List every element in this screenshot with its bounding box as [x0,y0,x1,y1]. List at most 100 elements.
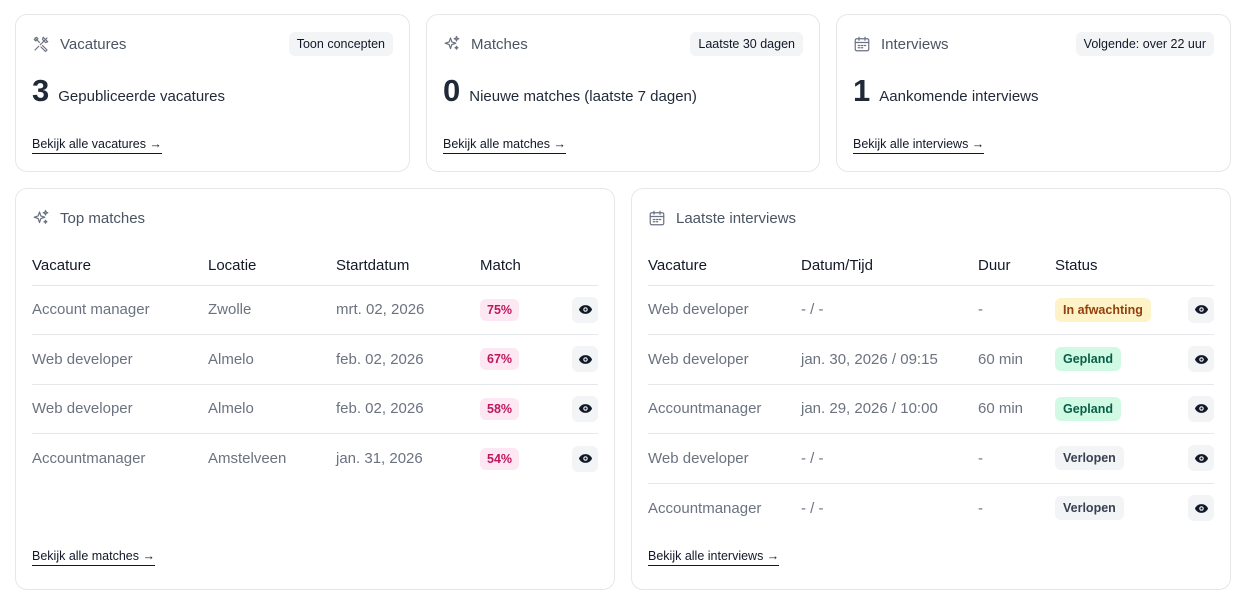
next-interview-badge: Volgende: over 22 uur [1075,32,1214,56]
row-actions [558,384,598,434]
card-header: Interviews Volgende: over 22 uur [853,29,1214,59]
vacatures-stat: 3 Gepubliceerde vacatures [32,75,225,106]
latest-interviews-table: Vacature Datum/Tijd Duur Status Web deve… [648,247,1214,533]
vacature-cell: Accountmanager [648,384,801,434]
duur-cell: - [978,433,1055,484]
interviews-title: Interviews [881,35,949,53]
vacature-cell: Accountmanager [648,499,762,517]
view-all-matches-link[interactable]: Bekijk alle matches → [32,549,155,566]
duur-cell: 60 min [978,384,1055,434]
locatie-cell: Zwolle [208,285,336,335]
status-badge: Gepland [1055,396,1122,421]
vacature-cell: Web developer [648,285,801,335]
column-header: Match [480,247,558,286]
duur-cell: 60 min [978,334,1055,385]
card-title: Matches [443,35,528,53]
table-row[interactable]: Web developer - / - - Verlopen [648,433,1214,484]
vacatures-card: Vacatures Toon concepten 3 Gepubliceerde… [15,14,410,172]
view-all-interviews-link[interactable]: Bekijk alle interviews → [648,549,780,566]
sparkles-icon [32,209,50,227]
match-cell: 67% [480,334,558,385]
row-actions [558,334,598,385]
matches-card: Matches Laatste 30 dagen 0 Nieuwe matche… [426,14,820,172]
match-cell: 54% [480,434,558,484]
matches-stat: 0 Nieuwe matches (laatste 7 dagen) [443,75,697,106]
table-row[interactable]: Web developer Almelo feb. 02, 2026 67% [32,334,598,385]
sparkles-icon [443,35,461,53]
vacatures-count: 3 [32,73,50,108]
view-all-interviews-link[interactable]: Bekijk alle interviews → [853,137,985,154]
top-matches-card: Top matches Vacature Locatie Startdatum … [15,188,615,590]
period-filter-button[interactable]: Laatste 30 dagen [690,32,803,56]
duur-cell: - [978,499,983,517]
table-header-row: Vacature Locatie Startdatum Match [32,247,598,286]
table-row[interactable]: Web developer jan. 30, 2026 / 09:15 60 min… [648,334,1214,385]
top-matches-table: Vacature Locatie Startdatum Match Accoun… [32,247,598,483]
table-row[interactable]: Accountmanager jan. 29, 2026 / 10:00 60 mi… [648,384,1214,434]
column-header: Vacature [32,247,208,286]
view-icon[interactable] [1188,395,1214,422]
datum-tijd-cell: - / - [801,499,824,517]
table-row[interactable]: Accountmanager - / - - Verlopen [648,483,1214,533]
status-badge: Gepland [1055,347,1122,372]
matches-count: 0 [443,73,461,108]
view-icon[interactable] [1188,445,1214,472]
startdatum-cell: jan. 31, 2026 [336,450,423,467]
startdatum-cell: feb. 02, 2026 [336,334,480,385]
datum-tijd-cell: - / - [801,285,978,335]
view-icon[interactable] [572,445,598,472]
card-title: Vacatures [32,35,126,53]
vacature-cell: Web developer [648,334,801,385]
locatie-cell: Almelo [208,334,336,385]
status-badge: In afwachting [1055,297,1151,322]
table-row[interactable]: Account manager Zwolle mrt. 02, 2026 75% [32,285,598,335]
status-badge: Verlopen [1055,496,1124,520]
vacature-cell: Web developer [32,384,208,434]
status-cell: Verlopen [1055,483,1174,533]
view-icon[interactable] [1188,495,1214,521]
interviews-count: 1 [853,73,871,108]
vacatures-title: Vacatures [60,35,127,53]
column-header: Duur [978,247,1055,286]
column-header: Datum/Tijd [801,247,978,286]
datum-tijd-cell: - / - [801,433,978,484]
table-row[interactable]: Web developer - / - - In afwachting [648,285,1214,335]
view-all-vacatures-link[interactable]: Bekijk alle vacatures → [32,137,162,154]
view-icon[interactable] [572,296,598,323]
view-icon[interactable] [1188,296,1214,323]
row-actions [1174,384,1214,434]
column-header: Status [1055,247,1174,286]
table-row[interactable]: Web developer Almelo feb. 02, 2026 58% [32,384,598,434]
status-badge: Verlopen [1055,446,1124,471]
table-row[interactable]: Accountmanager Amstelveen jan. 31, 2026 54% [32,434,598,484]
card-header: Top matches [32,203,598,233]
match-score-badge: 75% [480,298,520,321]
row-actions [1174,334,1214,385]
show-drafts-button[interactable]: Toon concepten [288,32,393,56]
matches-title: Matches [471,35,528,53]
view-all-matches-link[interactable]: Bekijk alle matches → [443,137,566,154]
interviews-card: Interviews Volgende: over 22 uur 1 Aanko… [836,14,1231,172]
view-icon[interactable] [572,346,598,373]
calendar-icon [648,209,666,227]
locatie-cell: Almelo [208,384,336,434]
interviews-label: Aankomende interviews [879,88,1039,105]
latest-interviews-title: Laatste interviews [676,209,797,227]
row-actions [1174,483,1214,533]
row-actions [1174,433,1214,484]
datum-tijd-cell: jan. 29, 2026 / 10:00 [801,384,978,434]
table-header-row: Vacature Datum/Tijd Duur Status [648,247,1214,286]
view-icon[interactable] [572,395,598,422]
status-cell: Gepland [1055,334,1174,385]
view-icon[interactable] [1188,346,1214,373]
vacatures-label: Gepubliceerde vacatures [58,88,226,105]
match-cell: 75% [480,285,558,335]
row-actions [1174,285,1214,335]
row-actions [558,434,598,484]
status-cell: Verlopen [1055,433,1174,484]
column-header-actions [558,247,598,286]
vacature-cell: Account manager [32,285,208,335]
match-score-badge: 67% [480,348,520,371]
vacature-cell: Web developer [648,433,801,484]
card-header: Vacatures Toon concepten [32,29,393,59]
